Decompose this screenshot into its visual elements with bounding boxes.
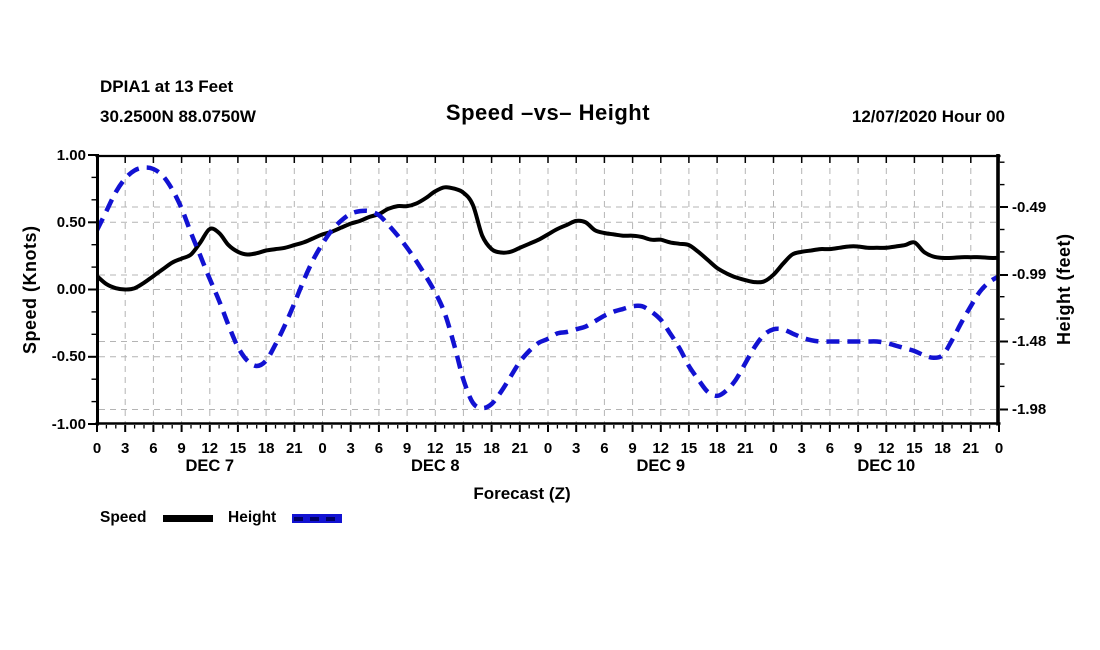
x-tick-label: 12 <box>877 440 895 457</box>
x-tick-label: 0 <box>994 440 1004 457</box>
y-left-tick-label: 0.50 <box>56 213 86 231</box>
x-tick-label: 3 <box>121 440 130 457</box>
x-tick-label: 9 <box>402 440 412 457</box>
y-right-tick-label: -1.48 <box>1012 333 1047 351</box>
x-tick-label: 6 <box>149 440 158 457</box>
legend-speed-label: Speed <box>100 509 147 526</box>
day-label: DEC 8 <box>410 457 460 475</box>
day-label: DEC 9 <box>636 457 686 475</box>
x-tick-label: 9 <box>628 440 637 457</box>
y-right-tick-label: -0.49 <box>1012 198 1047 216</box>
x-tick-label: 18 <box>708 440 726 457</box>
x-tick-label: 6 <box>825 440 835 457</box>
x-tick-label: 18 <box>257 440 275 457</box>
legend-speed-line-sample <box>163 515 213 522</box>
x-tick-label: 18 <box>483 440 500 457</box>
x-tick-label: 12 <box>201 440 219 457</box>
x-axis-label: Forecast (Z) <box>473 484 571 503</box>
x-tick-label: 12 <box>426 440 444 457</box>
x-tick-label: 15 <box>229 440 247 457</box>
chart-title: Speed –vs– Height <box>445 100 651 125</box>
legend-height-line-sample <box>292 514 342 523</box>
x-tick-label: 3 <box>346 440 355 457</box>
legend-height-label: Height <box>228 509 277 526</box>
x-tick-label: 0 <box>318 440 327 457</box>
legend-height-dash-pattern <box>294 516 340 521</box>
x-tick-label: 15 <box>906 440 923 457</box>
x-tick-label: 21 <box>962 440 980 457</box>
station-name: DPIA1 at 13 Feet <box>100 77 234 96</box>
x-tick-label: 18 <box>934 440 951 457</box>
x-tick-label: 9 <box>177 440 186 457</box>
x-tick-label: 12 <box>652 440 670 457</box>
y-left-tick-label: 1.00 <box>56 146 86 164</box>
station-coordinates: 30.2500N 88.0750W <box>100 107 256 126</box>
day-label: DEC 7 <box>185 457 235 475</box>
y-left-tick-label: -0.50 <box>51 348 86 366</box>
x-tick-label: 3 <box>572 440 581 457</box>
x-tick-label: 0 <box>543 440 553 457</box>
x-tick-label: 21 <box>736 440 754 457</box>
x-tick-label: 0 <box>769 440 778 457</box>
x-tick-label: 15 <box>455 440 472 457</box>
y-left-tick-label: -1.00 <box>51 415 86 433</box>
x-tick-label: 15 <box>680 440 698 457</box>
y-right-tick-label: -0.99 <box>1012 266 1047 284</box>
y-left-tick-label: 0.00 <box>56 281 86 298</box>
x-tick-label: 21 <box>511 440 529 457</box>
x-tick-label: 21 <box>285 440 303 457</box>
x-tick-label: 6 <box>600 440 609 457</box>
x-tick-label: 9 <box>853 440 863 457</box>
x-tick-label: 0 <box>92 440 102 457</box>
y-right-tick-label: -1.98 <box>1012 400 1047 418</box>
x-tick-label: 6 <box>374 440 384 457</box>
forecast-datetime: 12/07/2020 Hour 00 <box>851 107 1005 126</box>
day-label: DEC 10 <box>857 457 916 475</box>
x-tick-label: 3 <box>797 440 806 457</box>
